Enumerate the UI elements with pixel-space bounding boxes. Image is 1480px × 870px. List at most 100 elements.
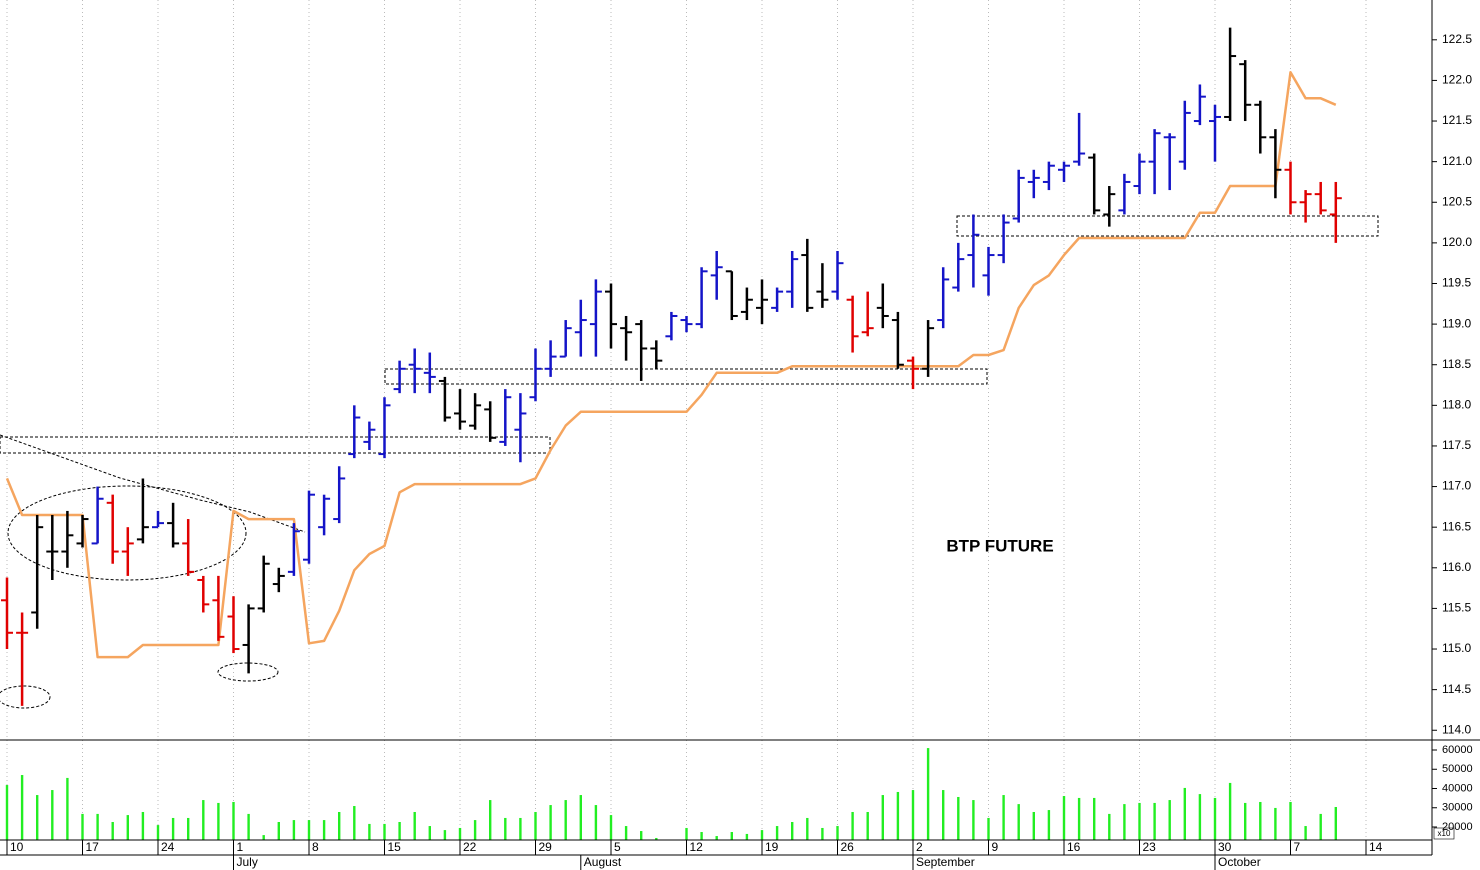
y-tick-label: 114.0 (1442, 722, 1471, 736)
volume-bar (111, 822, 114, 840)
pattern-ellipse (7, 485, 247, 581)
volume-bar (700, 832, 703, 840)
month-label: July (237, 855, 258, 869)
support-zone (0, 436, 551, 454)
y-tick-label: 121.0 (1442, 154, 1472, 168)
volume-bar (126, 815, 129, 840)
volume-bar (36, 795, 39, 840)
volume-bar (1077, 797, 1081, 840)
volume-bar (564, 800, 567, 840)
volume-bar (866, 811, 869, 840)
volume-bar (1047, 810, 1051, 840)
volume-bar (383, 823, 386, 840)
x-tick-label: 10 (10, 840, 24, 854)
chart-title: BTP FUTURE (946, 536, 1053, 555)
volume-bar (579, 795, 582, 840)
volume-bar (338, 811, 341, 840)
volume-bar (775, 826, 779, 840)
volume-bar (1062, 796, 1066, 840)
volume-bar (1017, 804, 1020, 840)
low-ellipse (0, 685, 51, 709)
y-tick-label: 119.5 (1442, 276, 1471, 290)
volume-bar (987, 817, 990, 840)
volume-bar (398, 822, 401, 840)
y-tick-label: 120.5 (1442, 194, 1472, 208)
volume-bar (881, 795, 884, 840)
y-tick-label: 118.0 (1442, 398, 1471, 412)
volume-bar (504, 817, 507, 840)
x-tick-label: 30 (1218, 840, 1232, 854)
volume-bar (1198, 794, 1202, 840)
volume-bar (1304, 826, 1307, 840)
x-tick-label: 1 (237, 840, 244, 854)
x-tick-label: 9 (992, 840, 999, 854)
month-label: October (1218, 855, 1261, 869)
volume-bar (730, 832, 733, 840)
x-tick-label: 15 (388, 840, 402, 854)
volume-bar (458, 827, 462, 840)
volume-bar (217, 802, 220, 840)
y-tick-label: 118.5 (1442, 357, 1471, 371)
volume-bar (473, 820, 477, 840)
volume-scale-label: x10 (1438, 829, 1451, 838)
x-tick-label: 26 (841, 840, 855, 854)
volume-bar (5, 785, 9, 840)
y-tick-label: 122.5 (1442, 32, 1472, 46)
y-tick-label: 119.0 (1442, 316, 1471, 330)
x-tick-label: 24 (161, 840, 175, 854)
volume-bar (640, 831, 643, 840)
y-tick-label: 115.5 (1442, 601, 1471, 615)
volume-bar (836, 826, 839, 840)
x-tick-label: 8 (312, 840, 319, 854)
volume-bar (353, 806, 356, 840)
volume-bar (942, 790, 945, 840)
volume-bar (1093, 797, 1096, 840)
volume-bar (156, 825, 160, 840)
volume-tick-label: 50000 (1442, 763, 1473, 775)
volume-bar (715, 836, 718, 840)
volume-bar (1213, 797, 1217, 840)
volume-bar (322, 820, 326, 840)
volume-bar (926, 748, 930, 840)
x-tick-label: 7 (1294, 840, 1301, 854)
volume-bar (896, 791, 900, 840)
volume-bar (1002, 795, 1005, 840)
volume-bar (292, 820, 296, 840)
volume-bar (81, 813, 84, 840)
volume-bar (1032, 811, 1035, 840)
volume-bar (851, 811, 854, 840)
x-tick-label: 16 (1067, 840, 1081, 854)
volume-bar (609, 815, 613, 840)
grid-layer (6, 0, 1367, 840)
volume-bar (972, 800, 975, 840)
x-tick-label: 19 (765, 840, 779, 854)
volume-bar (232, 801, 235, 840)
volume-tick-label: 20000 (1442, 821, 1473, 833)
volume-bar (745, 833, 749, 840)
volume-bar (821, 827, 824, 840)
volume-bar (187, 817, 190, 840)
volume-bar (957, 796, 960, 840)
y-tick-label: 116.0 (1442, 560, 1471, 574)
x-tick-label: 22 (463, 840, 477, 854)
volume-bar (96, 813, 99, 840)
low-ellipse (217, 662, 279, 682)
volume-bar (247, 813, 250, 840)
support-zone (384, 368, 988, 385)
x-tick-label: 5 (614, 840, 621, 854)
volume-bar (413, 811, 416, 840)
volume-bar (806, 817, 809, 840)
x-tick-label: 14 (1369, 840, 1383, 854)
volume-bar (1138, 802, 1141, 840)
volume-bar (1168, 800, 1171, 840)
volume-bar (1319, 813, 1322, 840)
x-tick-label: 2 (916, 840, 923, 854)
volume-bar (1244, 802, 1247, 840)
y-tick-label: 121.5 (1442, 113, 1472, 127)
volume-bar (66, 777, 69, 840)
y-tick-label: 122.0 (1442, 73, 1472, 87)
x-tick-label: 29 (539, 840, 553, 854)
x-tick-label: 12 (690, 840, 704, 854)
volume-bar (594, 805, 598, 840)
